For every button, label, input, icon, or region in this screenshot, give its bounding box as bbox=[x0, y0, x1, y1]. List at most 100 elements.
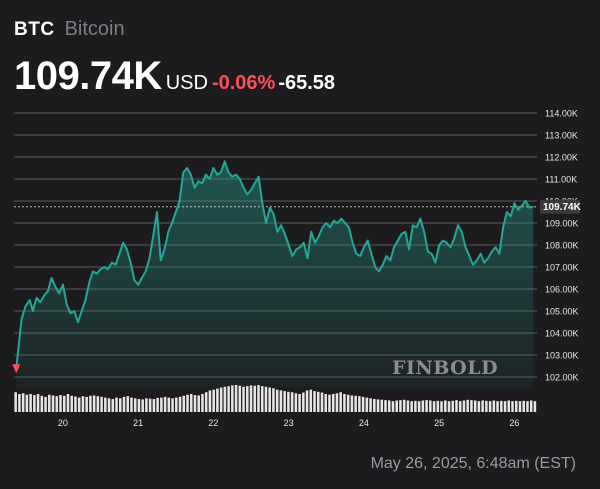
volume-bar bbox=[436, 400, 440, 412]
volume-bar bbox=[429, 400, 432, 412]
volume-bar bbox=[320, 392, 324, 412]
volume-bar bbox=[189, 394, 193, 412]
volume-bars bbox=[14, 385, 537, 412]
volume-bar bbox=[231, 385, 234, 412]
volume-bar bbox=[249, 385, 253, 412]
volume-bar bbox=[328, 394, 331, 412]
finbold-logo: FINBOLD bbox=[392, 357, 499, 379]
volume-bar bbox=[193, 395, 197, 412]
volume-bar bbox=[507, 400, 511, 412]
price-chart: 102.00K 103.00K 104.00K 105.00K 106.00K 107.0… bbox=[12, 109, 582, 428]
volume-bar bbox=[287, 391, 290, 412]
volume-bar bbox=[55, 396, 59, 412]
volume-bar bbox=[294, 393, 298, 412]
volume-bar bbox=[522, 400, 525, 412]
volume-bar bbox=[316, 391, 320, 412]
volume-bar bbox=[417, 401, 421, 412]
volume-bar bbox=[402, 399, 406, 412]
volume-bar bbox=[533, 401, 537, 412]
y-tick-label: 109.00K bbox=[545, 219, 579, 229]
volume-bar bbox=[500, 400, 503, 412]
volume-bar bbox=[503, 401, 507, 412]
volume-bar bbox=[223, 386, 227, 412]
volume-bar bbox=[21, 393, 25, 412]
y-tick-label: 108.00K bbox=[545, 241, 579, 251]
current-price: 109.74K bbox=[14, 54, 162, 98]
x-tick-label: 23 bbox=[284, 418, 294, 428]
y-axis: 102.00K 103.00K 104.00K 105.00K 106.00K 107.0… bbox=[545, 109, 579, 383]
volume-bar bbox=[309, 389, 313, 412]
volume-bar bbox=[18, 394, 21, 412]
volume-bar bbox=[115, 397, 118, 412]
volume-bar bbox=[298, 394, 301, 412]
currency-label: USD bbox=[165, 72, 208, 94]
current-price-tag-bg bbox=[540, 199, 580, 214]
volume-bar bbox=[85, 396, 88, 412]
volume-bar bbox=[171, 398, 174, 412]
volume-bar bbox=[227, 386, 230, 412]
volume-bar bbox=[414, 400, 417, 412]
volume-bar bbox=[511, 401, 514, 412]
volume-bar bbox=[197, 395, 200, 412]
volume-bar bbox=[481, 400, 484, 412]
volume-bar bbox=[462, 400, 466, 412]
volume-bar bbox=[440, 401, 443, 412]
volume-bar bbox=[302, 392, 305, 412]
x-tick-label: 20 bbox=[58, 418, 68, 428]
volume-bar bbox=[204, 392, 208, 412]
volume-bar bbox=[455, 400, 458, 412]
volume-bar bbox=[175, 397, 178, 412]
price-line bbox=[15, 160, 534, 369]
x-tick-label: 24 bbox=[359, 418, 369, 428]
volume-bar bbox=[365, 397, 369, 412]
volume-bar bbox=[104, 397, 107, 412]
volume-bar bbox=[186, 394, 189, 412]
y-tick-label: 106.00K bbox=[545, 285, 579, 295]
volume-bar bbox=[167, 397, 171, 412]
volume-bar bbox=[178, 396, 182, 412]
volume-bar bbox=[160, 397, 163, 412]
volume-bar bbox=[264, 386, 268, 412]
timestamp: May 26, 2025, 6:48am (EST) bbox=[370, 455, 576, 472]
volume-bar bbox=[40, 395, 44, 412]
volume-bar bbox=[141, 399, 144, 412]
volume-bar bbox=[425, 400, 428, 412]
volume-bar bbox=[488, 401, 492, 412]
volume-bar bbox=[268, 387, 271, 412]
volume-bar bbox=[279, 390, 283, 412]
volume-bar bbox=[391, 401, 395, 412]
volume-bar bbox=[156, 397, 159, 412]
volume-bar bbox=[466, 399, 469, 412]
volume-bar bbox=[290, 392, 294, 412]
volume-bar bbox=[373, 399, 376, 412]
volume-bar bbox=[92, 395, 96, 412]
volume-bar bbox=[346, 394, 350, 412]
volume-bar bbox=[107, 398, 111, 412]
y-tick-label: 113.00K bbox=[545, 131, 578, 141]
y-tick-label: 102.00K bbox=[545, 373, 579, 383]
volume-bar bbox=[257, 385, 260, 412]
volume-bar bbox=[122, 396, 126, 412]
volume-bar bbox=[48, 394, 51, 412]
volume-bar bbox=[283, 391, 286, 412]
y-tick-label: 111.00K bbox=[545, 175, 577, 185]
volume-bar bbox=[447, 401, 451, 412]
volume-bar bbox=[219, 387, 223, 412]
volume-bar bbox=[260, 386, 264, 412]
asset-name: Bitcoin bbox=[64, 18, 125, 40]
x-tick-label: 25 bbox=[434, 418, 444, 428]
volume-bar bbox=[369, 398, 372, 412]
volume-bar bbox=[305, 390, 309, 412]
current-price-tag: 109.74K bbox=[540, 199, 582, 214]
volume-bar bbox=[44, 396, 47, 412]
price-header: 109.74K USD -0.06% -65.58 bbox=[14, 54, 335, 104]
volume-bar bbox=[111, 399, 115, 412]
volume-bar bbox=[354, 395, 357, 412]
volume-bar bbox=[126, 396, 130, 412]
volume-bar bbox=[451, 400, 455, 412]
volume-bar bbox=[406, 400, 410, 412]
volume-bar bbox=[77, 397, 81, 412]
volume-bar bbox=[458, 401, 462, 412]
y-tick-label: 105.00K bbox=[545, 307, 579, 317]
x-tick-label: 26 bbox=[509, 418, 519, 428]
